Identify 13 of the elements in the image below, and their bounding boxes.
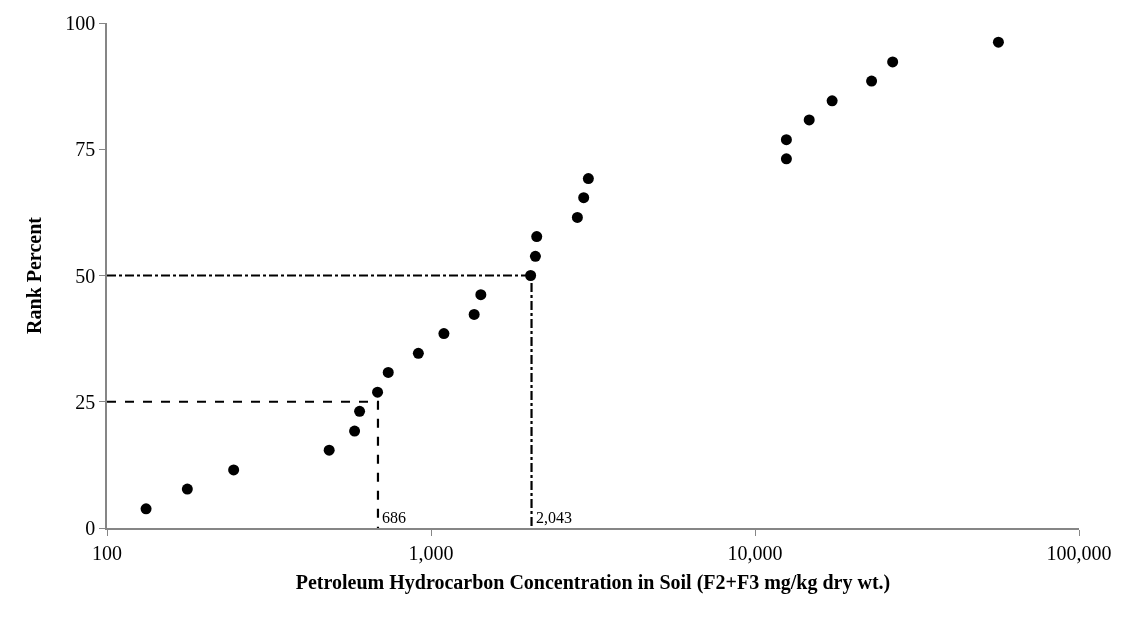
x-axis-title: Petroleum Hydrocarbon Concentration in Soil (F2+F3 mg/kg dry wt.) — [295, 570, 891, 594]
y-tick-label: 100 — [65, 12, 96, 34]
y-tick-label: 0 — [85, 517, 96, 539]
x-tick-label: 1,000 — [408, 541, 454, 564]
annotation: 2,043 — [536, 509, 572, 526]
x-tick-label: 100,000 — [1046, 541, 1112, 564]
y-tick-label: 25 — [75, 390, 96, 413]
y-tick-label: 50 — [75, 264, 96, 287]
x-tick-label: 10,000 — [727, 541, 783, 564]
y-axis-title: Rank Percent — [23, 216, 46, 334]
x-tick-label: 100 — [92, 541, 122, 564]
y-tick-label: 75 — [75, 138, 96, 161]
annotation: 686 — [382, 509, 406, 526]
